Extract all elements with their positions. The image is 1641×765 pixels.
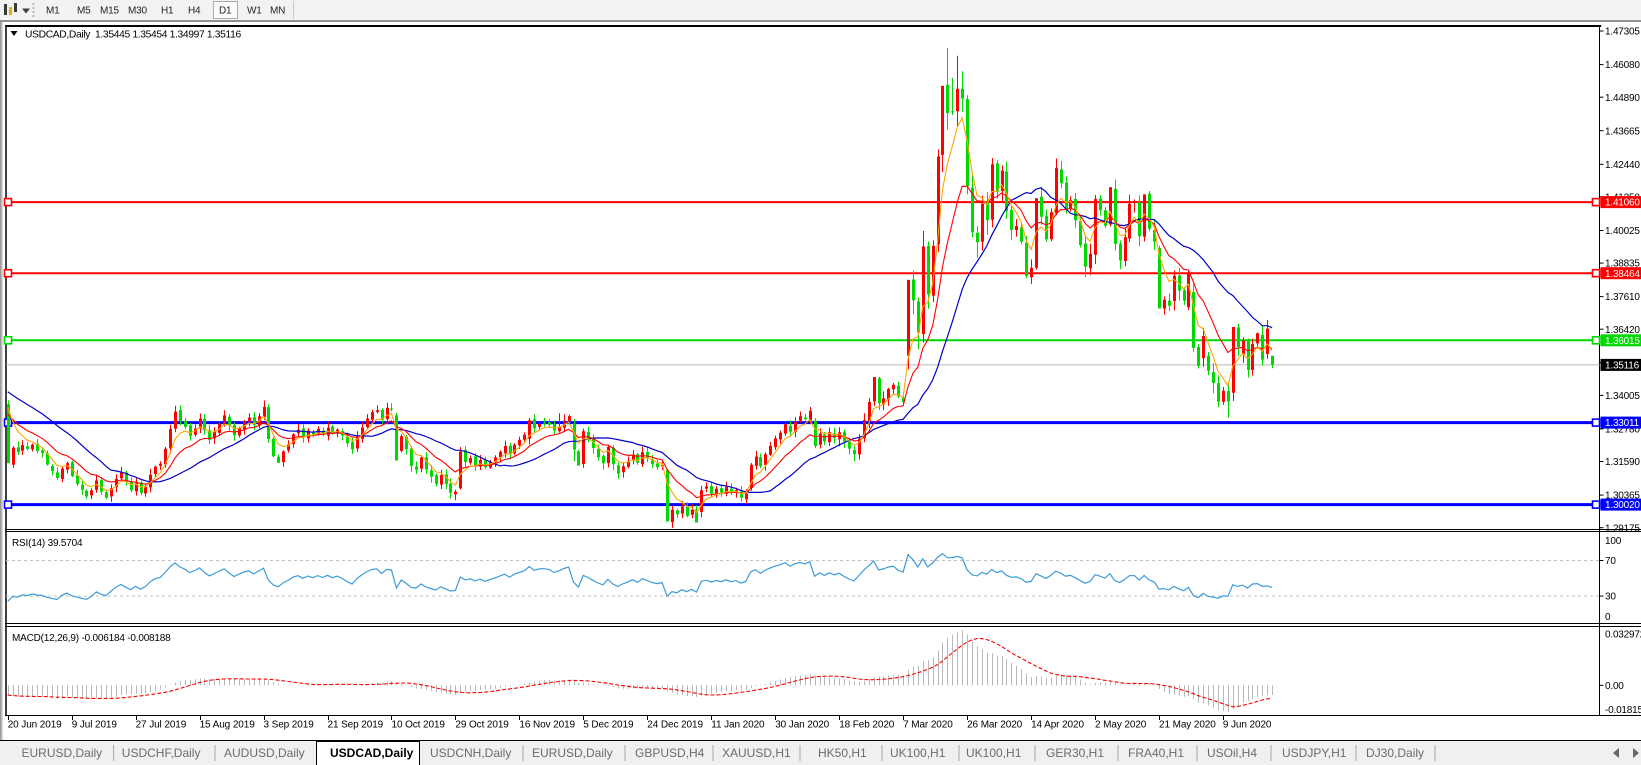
svg-text:100: 100	[1605, 536, 1622, 547]
svg-text:24 Dec 2019: 24 Dec 2019	[647, 720, 703, 731]
svg-text:1.33011: 1.33011	[1605, 418, 1640, 429]
svg-text:14 Apr 2020: 14 Apr 2020	[1031, 720, 1084, 731]
svg-text:16 Nov 2019: 16 Nov 2019	[519, 720, 575, 731]
svg-text:18 Feb 2020: 18 Feb 2020	[839, 720, 895, 731]
svg-text:2 May 2020: 2 May 2020	[1095, 720, 1147, 731]
svg-text:0.032972: 0.032972	[1605, 629, 1641, 640]
svg-text:M1: M1	[46, 6, 60, 17]
svg-text:1.36015: 1.36015	[1605, 336, 1640, 347]
svg-text:1.36420: 1.36420	[1605, 325, 1640, 336]
svg-text:-0.018154: -0.018154	[1605, 705, 1641, 716]
svg-text:USDCHF,Daily: USDCHF,Daily	[122, 746, 201, 760]
svg-text:27 Jul 2019: 27 Jul 2019	[136, 720, 187, 731]
svg-text:1.38835: 1.38835	[1605, 259, 1640, 270]
svg-text:5 Dec 2019: 5 Dec 2019	[583, 720, 634, 731]
svg-text:21 May 2020: 21 May 2020	[1159, 720, 1216, 731]
svg-text:1.43665: 1.43665	[1605, 126, 1640, 137]
svg-text:XAUUSD,H1: XAUUSD,H1	[722, 746, 791, 760]
svg-text:29 Oct 2019: 29 Oct 2019	[455, 720, 509, 731]
svg-text:1.46080: 1.46080	[1605, 60, 1640, 71]
svg-text:26 Mar 2020: 26 Mar 2020	[967, 720, 1023, 731]
svg-text:1.47305: 1.47305	[1605, 27, 1640, 38]
svg-text:1.38464: 1.38464	[1605, 269, 1640, 280]
svg-text:0.00: 0.00	[1605, 681, 1624, 692]
svg-text:9 Jun 2020: 9 Jun 2020	[1223, 720, 1272, 731]
svg-text:GER30,H1: GER30,H1	[1046, 746, 1104, 760]
svg-text:USDCNH,Daily: USDCNH,Daily	[430, 746, 511, 760]
svg-text:HK50,H1: HK50,H1	[818, 746, 867, 760]
svg-text:3 Sep 2019: 3 Sep 2019	[264, 720, 315, 731]
svg-text:21 Sep 2019: 21 Sep 2019	[328, 720, 384, 731]
svg-text:D1: D1	[219, 6, 232, 17]
svg-text:RSI(14) 39.5704: RSI(14) 39.5704	[12, 538, 83, 549]
svg-text:H1: H1	[161, 6, 174, 17]
svg-text:USOil,H4: USOil,H4	[1207, 746, 1257, 760]
svg-text:M5: M5	[77, 6, 91, 17]
svg-text:USDCAD,Daily 1.35445 1.35454: USDCAD,Daily 1.35445 1.35454 1.34997 1.3…	[25, 30, 242, 41]
svg-text:M15: M15	[100, 6, 119, 17]
svg-text:1.44890: 1.44890	[1605, 93, 1640, 104]
svg-text:W1: W1	[247, 6, 262, 17]
svg-text:10 Oct 2019: 10 Oct 2019	[392, 720, 446, 731]
svg-text:MN: MN	[270, 6, 285, 17]
svg-text:1.40025: 1.40025	[1605, 226, 1640, 237]
svg-text:1.42440: 1.42440	[1605, 160, 1640, 171]
svg-text:70: 70	[1605, 556, 1616, 567]
svg-text:1.32780: 1.32780	[1605, 425, 1640, 436]
svg-text:AUDUSD,Daily: AUDUSD,Daily	[224, 746, 305, 760]
svg-text:DJ30,Daily: DJ30,Daily	[1366, 746, 1424, 760]
svg-text:1.41060: 1.41060	[1605, 198, 1640, 209]
svg-text:USDCAD,Daily: USDCAD,Daily	[330, 746, 414, 760]
svg-text:1.31590: 1.31590	[1605, 457, 1640, 468]
svg-text:9 Jul 2019: 9 Jul 2019	[72, 720, 118, 731]
svg-text:1.34005: 1.34005	[1605, 391, 1640, 402]
svg-text:30: 30	[1605, 592, 1616, 603]
svg-text:GBPUSD,H4: GBPUSD,H4	[635, 746, 705, 760]
svg-text:15 Aug 2019: 15 Aug 2019	[200, 720, 256, 731]
svg-text:H4: H4	[188, 6, 201, 17]
svg-text:FRA40,H1: FRA40,H1	[1128, 746, 1184, 760]
svg-text:1.35116: 1.35116	[1605, 361, 1640, 372]
svg-text:1.30365: 1.30365	[1605, 491, 1640, 502]
svg-text:30 Jan 2020: 30 Jan 2020	[775, 720, 829, 731]
svg-text:UK100,H1: UK100,H1	[966, 746, 1022, 760]
svg-text:M30: M30	[128, 6, 147, 17]
svg-text:EURUSD,Daily: EURUSD,Daily	[532, 746, 613, 760]
svg-text:0: 0	[1605, 612, 1611, 623]
svg-text:1.37610: 1.37610	[1605, 292, 1640, 303]
svg-text:11 Jan 2020: 11 Jan 2020	[711, 720, 765, 731]
svg-text:1.29175: 1.29175	[1605, 523, 1640, 534]
svg-text:EURUSD,Daily: EURUSD,Daily	[22, 746, 103, 760]
svg-text:20 Jun 2019: 20 Jun 2019	[8, 720, 62, 731]
svg-text:UK100,H1: UK100,H1	[890, 746, 946, 760]
svg-text:USDJPY,H1: USDJPY,H1	[1282, 746, 1347, 760]
svg-text:1.30020: 1.30020	[1605, 500, 1640, 511]
svg-text:7 Mar 2020: 7 Mar 2020	[903, 720, 953, 731]
svg-text:MACD(12,26,9) -0.006184 -0.008: MACD(12,26,9) -0.006184 -0.008188	[12, 633, 171, 644]
